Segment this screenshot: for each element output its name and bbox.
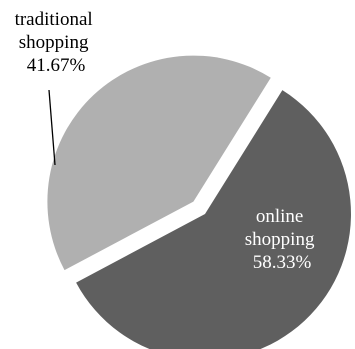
- traditional-shopping-slice: [47, 55, 271, 271]
- online-shopping-name-line-2: shopping: [245, 229, 315, 250]
- online-shopping-slice: [76, 90, 351, 349]
- traditional-shopping-name-line-1: traditional: [15, 9, 93, 30]
- online-shopping-percent: 58.33%: [253, 252, 312, 273]
- traditional-shopping-leader-line: [48, 89, 56, 166]
- traditional-shopping-name-line-2: shopping: [19, 32, 89, 53]
- traditional-shopping-label: traditional shopping 41.67%: [15, 9, 98, 76]
- online-shopping-label: online shopping 58.33%: [245, 206, 319, 273]
- online-shopping-name-line-1: online: [256, 206, 304, 227]
- pie-slices: [47, 55, 351, 349]
- traditional-shopping-percent: 41.67%: [27, 55, 86, 76]
